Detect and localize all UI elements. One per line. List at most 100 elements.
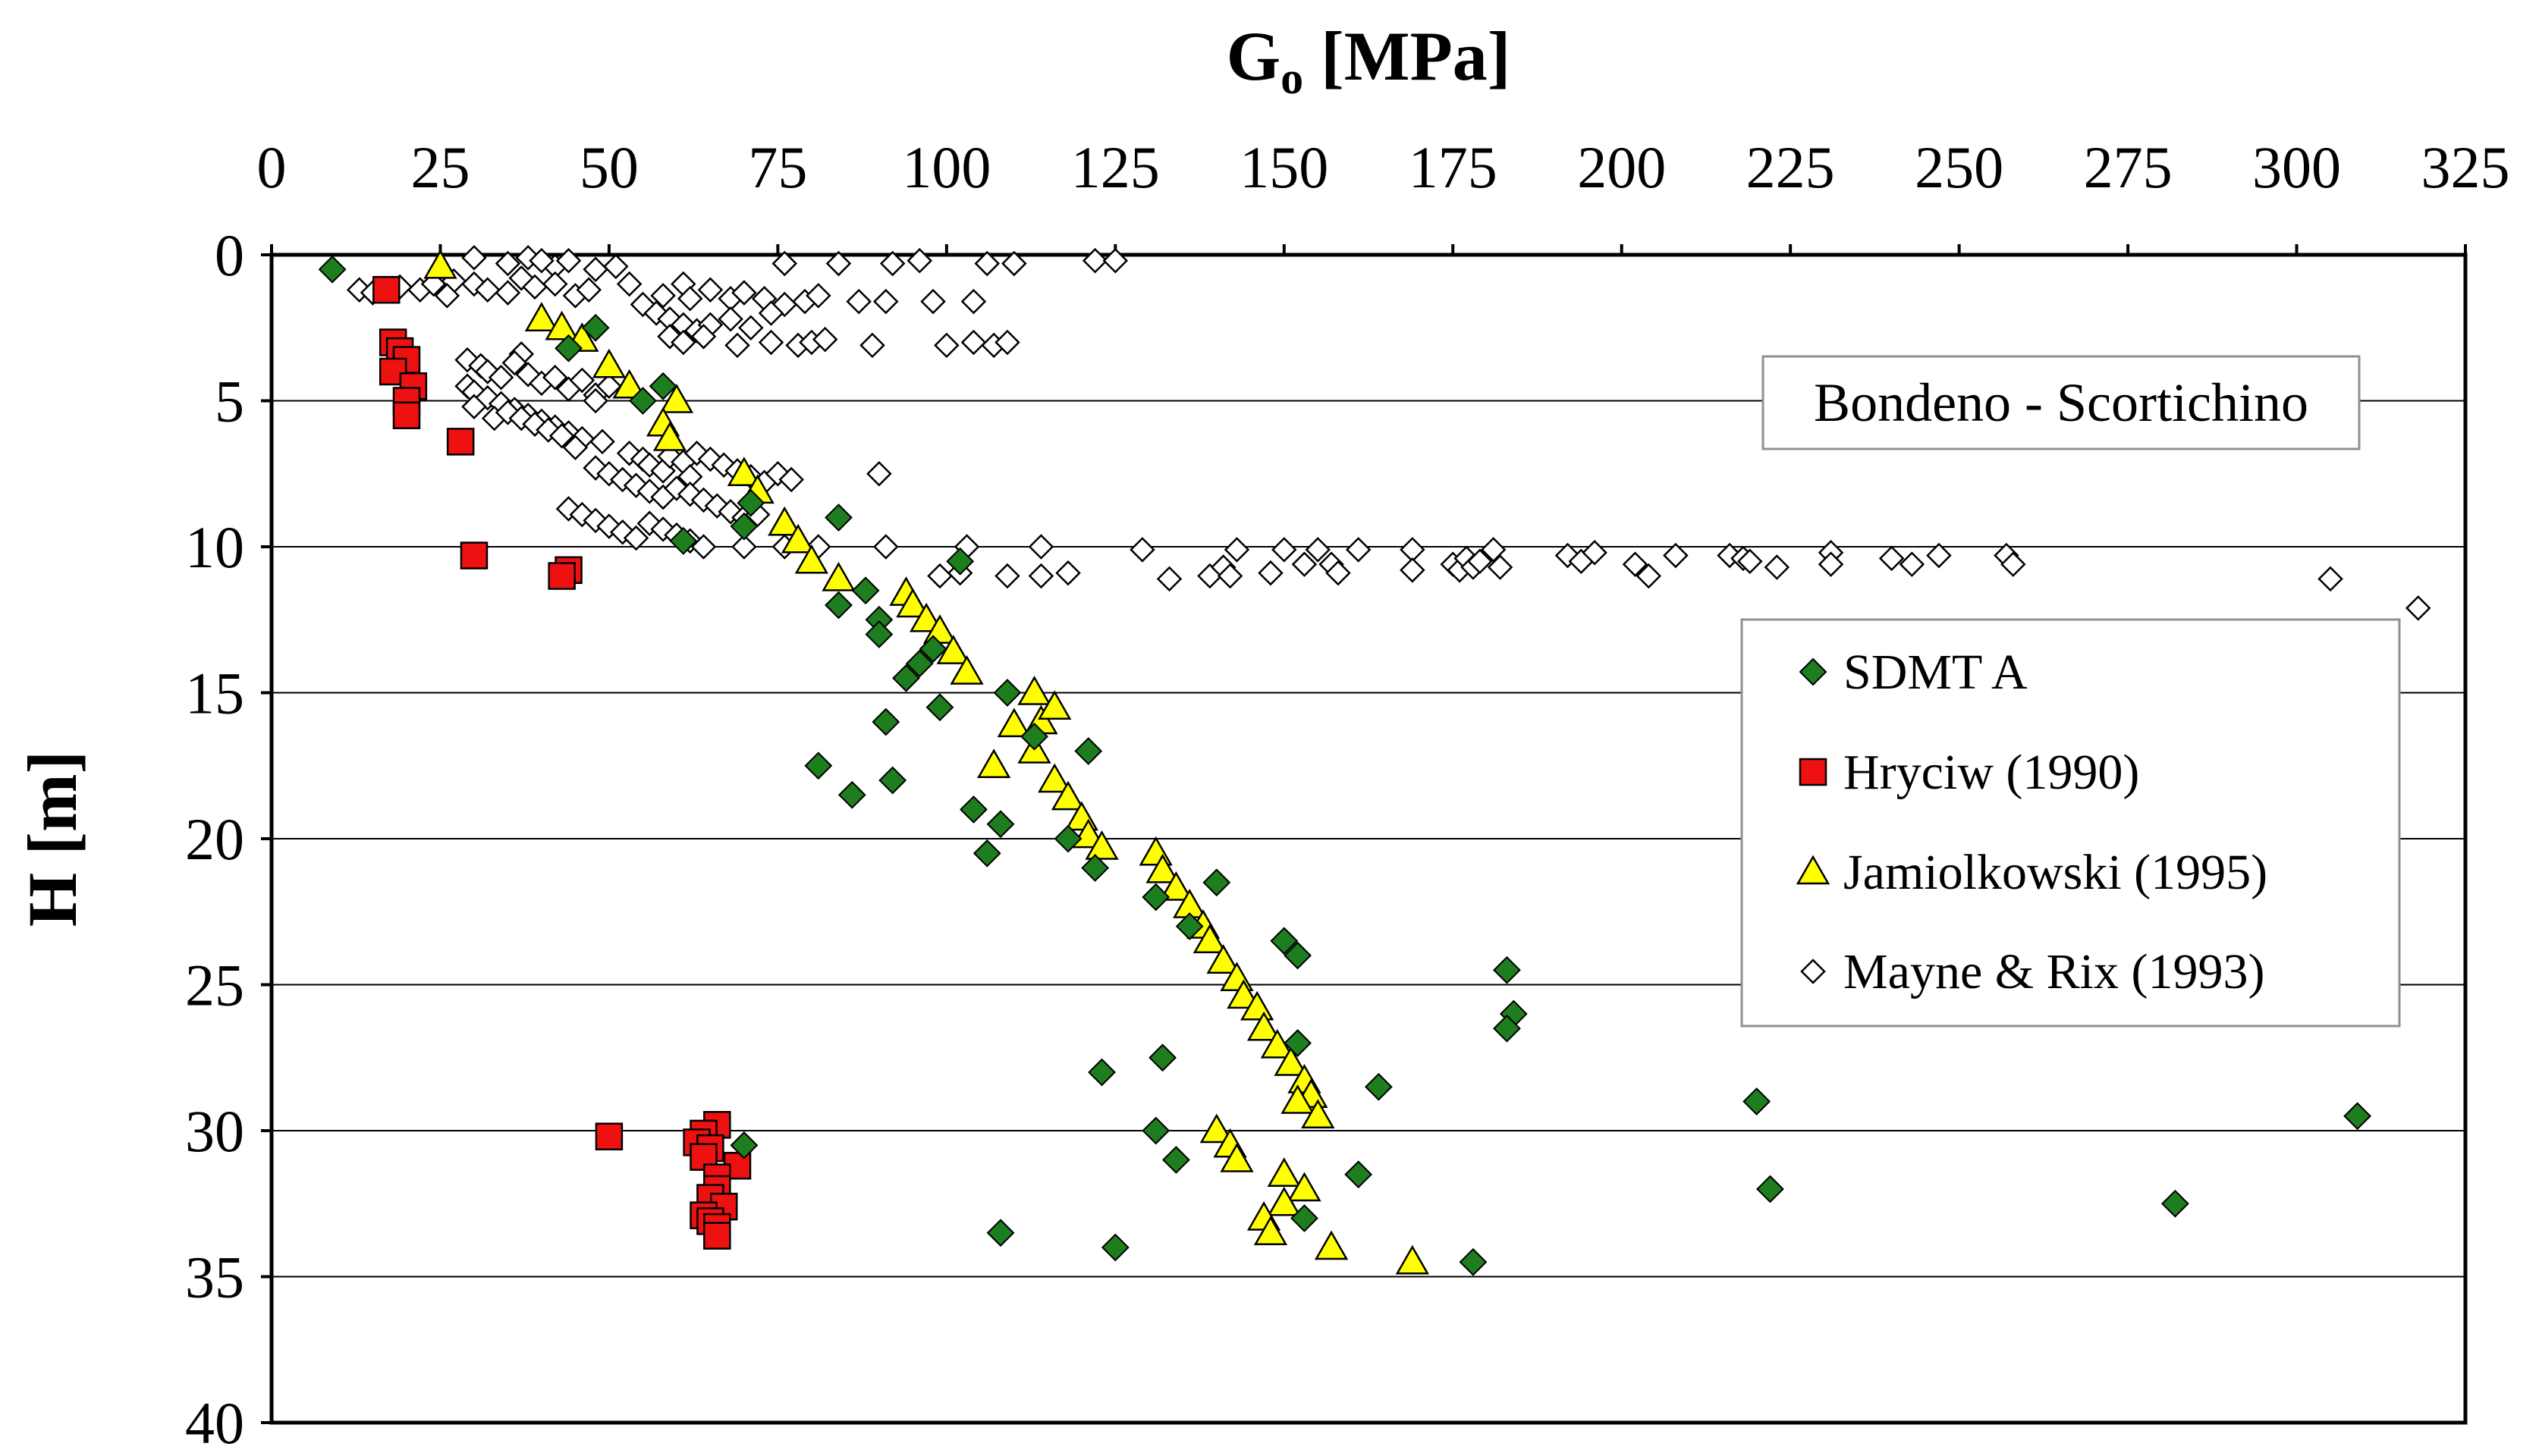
- sdmt-a-point-37: [1493, 1014, 1521, 1043]
- mayne-rix-1993-point-153: [1156, 566, 1183, 592]
- series-2: [423, 249, 1429, 1275]
- jamiolkowski-1995-point-54: [1267, 1186, 1301, 1216]
- sdmt-a-point-12: [865, 620, 894, 648]
- axis-ticks: 0 25 50 75 100 125 150 175 200 225 250 275 300 325 0 5 1…: [185, 134, 2510, 1456]
- mayne-rix-1993-point-150: [1055, 560, 1081, 586]
- jamiolkowski-1995-point-0: [423, 249, 457, 279]
- x-axis-title-subscript: o: [1280, 53, 1303, 103]
- mayne-rix-1993-point-134: [623, 525, 649, 551]
- jamiolkowski-1995-point-16: [896, 588, 930, 618]
- mayne-rix-1993-point-183: [1764, 554, 1790, 580]
- mayne-rix-1993-point-6: [603, 253, 629, 280]
- mayne-rix-1993-point-179: [1663, 542, 1689, 569]
- mayne-rix-1993-point-191: [2317, 566, 2343, 592]
- mayne-rix-1993-point-65: [960, 329, 987, 356]
- sdmt-a-point-41: [1364, 1072, 1393, 1101]
- jamiolkowski-1995-point-49: [1199, 1113, 1233, 1144]
- x-tick-label-325: 325: [2421, 134, 2510, 200]
- y-tick-label-30: 30: [185, 1098, 244, 1164]
- mayne-rix-1993-point-32: [650, 283, 676, 309]
- sdmt-a-point-4: [629, 387, 657, 415]
- x-tick-label-300: 300: [2252, 134, 2341, 200]
- sdmt-a-point-28: [973, 839, 1001, 868]
- legend-label-hryciw: Hryciw (1990): [1843, 745, 2139, 800]
- mayne-rix-1993-point-31: [616, 271, 643, 297]
- jamiolkowski-1995-point-2: [545, 310, 579, 340]
- jamiolkowski-1995-point-53: [1287, 1172, 1321, 1202]
- mayne-rix-1993-point-177: [1622, 551, 1648, 577]
- mayne-rix-1993-point-140: [866, 460, 892, 487]
- mayne-rix-1993-point-54: [758, 300, 784, 326]
- y-tick-label-20: 20: [185, 806, 244, 872]
- mayne-rix-1993-point-141: [731, 534, 757, 560]
- jamiolkowski-1995-point-40: [1227, 979, 1261, 1009]
- sdmt-a-point-18: [872, 708, 900, 736]
- x-tick-label-50: 50: [580, 134, 639, 200]
- mayne-rix-1993-point-11: [907, 247, 933, 274]
- jamiolkowski-1995-point-38: [1206, 944, 1240, 974]
- mayne-rix-1993-point-72: [488, 364, 514, 391]
- x-tick-label-250: 250: [1915, 134, 2003, 200]
- legend-markers: [1796, 657, 1830, 984]
- jamiolkowski-1995-point-33: [1145, 853, 1180, 883]
- jamiolkowski-1995-point-17: [909, 602, 944, 632]
- x-tick-label-0: 0: [257, 134, 287, 200]
- annotation-box: Bondeno - Scortichino: [1761, 355, 2361, 450]
- jamiolkowski-1995-point-11: [768, 506, 802, 536]
- jamiolkowski-1995-point-57: [1314, 1230, 1349, 1260]
- mayne-rix-1993-point-78: [569, 367, 595, 394]
- sdmt-a-point-50: [1290, 1204, 1318, 1232]
- mayne-rix-1993-point-182: [1736, 548, 1763, 575]
- jamiolkowski-1995-point-34: [1159, 871, 1193, 901]
- series-3: [346, 245, 2431, 621]
- mayne-rix-1993-point-99: [562, 435, 589, 460]
- sdmt-a-point-3: [649, 372, 677, 400]
- sdmt-a-point-1: [581, 313, 610, 342]
- sdmt-a-point-13: [919, 635, 947, 664]
- mayne-rix-1993-point-0: [461, 245, 487, 271]
- hryciw-1990-point-12: [595, 1122, 624, 1150]
- sdmt-a-point-44: [1142, 1116, 1171, 1145]
- jamiolkowski-1995-point-52: [1267, 1157, 1301, 1187]
- x-tick-label-25: 25: [410, 134, 470, 200]
- jamiolkowski-1995-point-30: [1071, 818, 1105, 849]
- mayne-rix-1993-point-92: [461, 394, 487, 419]
- sdmt-a-point-46: [1161, 1146, 1190, 1174]
- mayne-rix-1993-point-164: [1345, 537, 1372, 563]
- jamiolkowski-1995-point-41: [1240, 990, 1274, 1021]
- sdmt-a-point-8: [825, 504, 853, 532]
- sdmt-a-point-29: [1081, 854, 1110, 882]
- sdmt-a-point-22: [804, 752, 833, 780]
- sdmt-a-point-47: [1344, 1160, 1373, 1189]
- mayne-rix-1993-point-56: [671, 329, 696, 356]
- mayne-rix-1993-point-139: [690, 534, 717, 560]
- x-axis-title-unit: [MPa]: [1303, 17, 1510, 95]
- mayne-rix-1993-point-23: [474, 277, 501, 303]
- mayne-rix-1993-point-185: [1818, 551, 1844, 577]
- mayne-rix-1993-point-44: [920, 288, 946, 315]
- mayne-rix-1993-point-115: [778, 466, 804, 493]
- sdmt-a-point-45: [730, 1131, 759, 1159]
- legend-marker-1: [1799, 758, 1827, 786]
- data-points: [318, 245, 2431, 1276]
- hryciw-1990-point-7: [392, 401, 421, 429]
- hryciw-1990-point-8: [446, 428, 475, 456]
- mayne-rix-1993-point-178: [1636, 563, 1662, 589]
- mayne-rix-1993-point-15: [1102, 247, 1129, 274]
- mayne-rix-1993-point-147: [927, 563, 953, 589]
- sdmt-a-point-52: [1101, 1233, 1130, 1262]
- x-axis-title-main: G: [1227, 17, 1281, 95]
- mayne-rix-1993-point-34: [677, 285, 703, 312]
- y-tick-label-0: 0: [215, 222, 244, 288]
- sdmt-a-point-49: [2160, 1189, 2189, 1218]
- sdmt-a-point-30: [1142, 883, 1171, 912]
- series-1: [372, 275, 752, 1250]
- jamiolkowski-1995-point-13: [794, 544, 829, 574]
- jamiolkowski-1995-point-23: [1017, 675, 1051, 705]
- jamiolkowski-1995-point-58: [1395, 1244, 1429, 1275]
- sdmt-a-point-24: [837, 780, 866, 809]
- mayne-rix-1993-point-59: [758, 329, 784, 356]
- legend-marker-0: [1799, 657, 1827, 686]
- jamiolkowski-1995-point-12: [781, 523, 815, 554]
- jamiolkowski-1995-point-27: [1038, 763, 1072, 793]
